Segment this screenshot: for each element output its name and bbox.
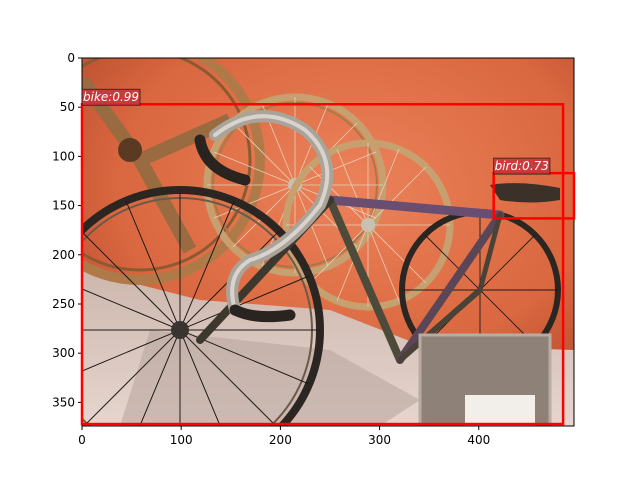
x-tick-label: 100	[170, 433, 193, 447]
y-tick-label: 50	[60, 100, 75, 114]
x-tick-label: 0	[78, 433, 86, 447]
y-tick-label: 350	[52, 395, 75, 409]
bike-saddle	[490, 183, 560, 203]
detection-overlays: bike:0.99 bird:0.73	[80, 88, 576, 426]
display-stand	[418, 333, 552, 426]
y-tick-label: 150	[52, 199, 75, 213]
y-tick-label: 200	[52, 248, 75, 262]
y-tick-label: 0	[67, 51, 75, 65]
detection-label-background	[493, 157, 551, 175]
bounding-box	[80, 102, 565, 426]
x-tick-label: 300	[368, 433, 391, 447]
x-tick-label: 200	[269, 433, 292, 447]
floor-shadow	[120, 330, 420, 426]
y-tick-label: 250	[52, 297, 75, 311]
y-tick-label: 300	[52, 346, 75, 360]
front-wheel	[82, 186, 324, 426]
wooden-wheel-left	[82, 58, 265, 285]
x-tick-label: 400	[467, 433, 490, 447]
y-axis: 0 50 100 150 200 250 300 350	[52, 51, 82, 409]
detection-bird: bird:0.73	[492, 157, 576, 220]
detection-label-background	[81, 88, 141, 106]
y-tick-label: 100	[52, 149, 75, 163]
detection-label: bike:0.99	[83, 90, 139, 104]
detection-label: bird:0.73	[495, 159, 549, 173]
photo	[82, 58, 574, 426]
x-axis: 0 100 200 300 400	[78, 426, 490, 447]
handlebar	[194, 110, 334, 323]
detection-bike: bike:0.99	[80, 88, 565, 426]
